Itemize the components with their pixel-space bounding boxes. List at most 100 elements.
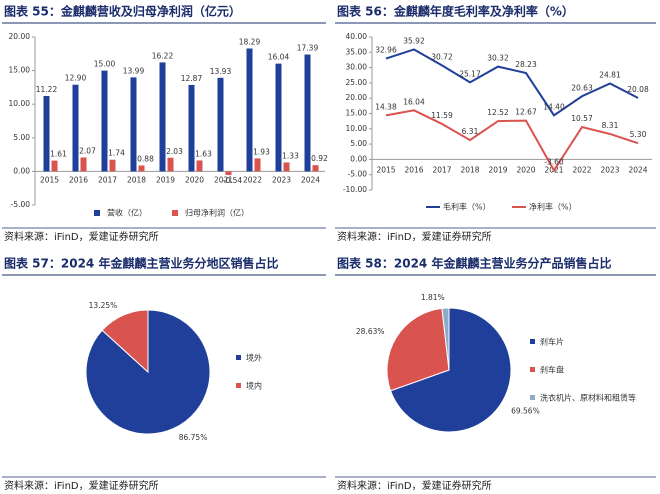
x-tick-label: 2020 (516, 165, 535, 174)
bar (51, 160, 58, 172)
legend-label: 境外 (246, 353, 262, 363)
data-label: 17.39 (297, 44, 319, 53)
data-label: 1.63 (195, 149, 212, 158)
y-tick-label: 5.00 (350, 139, 367, 148)
data-label: 30.72 (431, 52, 453, 61)
data-label: -3.60 (544, 157, 564, 166)
pie-slice (389, 307, 512, 433)
data-label: 16.04 (268, 53, 290, 62)
data-label: 12.90 (65, 74, 87, 83)
data-label: 1.81% (421, 293, 445, 302)
y-tick-label: 10.00 (346, 124, 368, 133)
x-tick-label: 2016 (404, 165, 423, 174)
data-label: 12.87 (181, 74, 203, 83)
panel-title: 图表 55：金麒麟营收及归母净利润（亿元） (4, 4, 241, 19)
y-tick-label: 25.00 (346, 78, 368, 87)
data-label: 1.74 (108, 149, 125, 158)
bar (283, 162, 290, 172)
data-label: 86.75% (179, 433, 208, 442)
legend-label: 营收（亿） (107, 208, 147, 218)
data-label: 13.93 (210, 67, 232, 76)
data-label: 69.56% (511, 407, 540, 416)
data-label: 16.04 (403, 97, 425, 106)
bar (80, 157, 87, 172)
bar (312, 165, 319, 172)
data-label: 11.22 (36, 85, 58, 94)
legend-label: 洗衣机片、原材料和租赁等 (540, 393, 636, 403)
bar (109, 159, 116, 172)
y-tick-label: 5.00 (13, 133, 30, 142)
bar (167, 157, 174, 172)
x-tick-label: 2019 (488, 165, 507, 174)
y-tick-label: 30.00 (346, 63, 368, 72)
pie-slice (441, 307, 450, 371)
x-tick-label: 2021 (214, 175, 233, 184)
data-label: 1.93 (253, 147, 270, 156)
data-label: 12.52 (487, 108, 509, 117)
source-note: 资料来源：iFinD，爱建证券研究所 (4, 230, 159, 243)
x-tick-label: 2024 (628, 165, 647, 174)
bar (254, 158, 261, 172)
legend-label: 毛利率（%） (443, 202, 491, 212)
x-tick-label: 2016 (69, 175, 88, 184)
bar (188, 84, 195, 172)
y-tick-label: 20.00 (9, 32, 31, 41)
data-label: 35.92 (403, 36, 425, 45)
x-tick-label: 2022 (572, 165, 591, 174)
data-label: 28.23 (515, 60, 537, 69)
data-label: 0.92 (311, 154, 328, 163)
data-label: 14.40 (543, 102, 565, 111)
bar (304, 54, 311, 172)
y-tick-label: -10.00 (343, 185, 367, 194)
y-tick-label: 40.00 (346, 32, 368, 41)
line (385, 48, 639, 117)
data-label: 5.30 (630, 130, 647, 139)
bar (246, 48, 253, 172)
legend-label: 境内 (246, 381, 262, 391)
data-label: 13.99 (123, 66, 145, 75)
bar (72, 84, 79, 172)
x-tick-label: 2018 (460, 165, 479, 174)
legend-label: 刹车片 (540, 337, 564, 347)
data-label: 1.33 (282, 151, 299, 160)
data-label: 13.25% (89, 301, 118, 310)
y-tick-label: 15.00 (346, 109, 368, 118)
x-tick-label: 2023 (272, 175, 291, 184)
legend-label: 刹车盘 (540, 365, 564, 375)
legend-swatch (94, 210, 100, 216)
data-label: 2.07 (79, 146, 96, 155)
data-label: 11.59 (431, 111, 453, 120)
y-tick-label: -5.00 (11, 200, 31, 209)
x-tick-label: 2018 (127, 175, 146, 184)
legend-swatch (236, 383, 241, 388)
x-tick-label: 2022 (243, 175, 262, 184)
panel-title: 图表 56：金麒麟年度毛利率及净利率（%） (337, 4, 574, 19)
data-label: 20.63 (571, 83, 593, 92)
data-label: 28.63% (356, 327, 385, 336)
y-tick-label: -5.00 (348, 170, 368, 179)
data-label: 8.31 (602, 121, 619, 130)
data-label: 6.31 (462, 127, 479, 136)
x-tick-label: 2024 (301, 175, 320, 184)
data-label: 16.22 (152, 51, 174, 60)
data-label: 32.96 (375, 46, 397, 55)
source-note: 资料来源：iFinD，爱建证券研究所 (4, 479, 159, 492)
data-label: 14.38 (375, 102, 397, 111)
data-label: 30.32 (487, 54, 509, 63)
x-tick-label: 2015 (40, 175, 59, 184)
legend-swatch (530, 395, 535, 400)
panel-title: 图表 57：2024 年金麒麟主营业务分地区销售占比 (4, 256, 278, 271)
data-label: 18.29 (239, 37, 261, 46)
y-tick-label: 0.00 (350, 154, 367, 163)
pie-slice (101, 309, 149, 374)
bar (130, 77, 137, 172)
y-tick-label: 20.00 (346, 93, 368, 102)
pie-slice (386, 307, 450, 392)
bar (225, 171, 232, 176)
x-tick-label: 2023 (600, 165, 619, 174)
bar (217, 77, 224, 172)
data-label: 12.67 (515, 108, 537, 117)
data-label: 24.81 (599, 70, 621, 79)
source-note: 资料来源：iFinD，爱建证券研究所 (337, 479, 492, 492)
x-tick-label: 2019 (156, 175, 175, 184)
